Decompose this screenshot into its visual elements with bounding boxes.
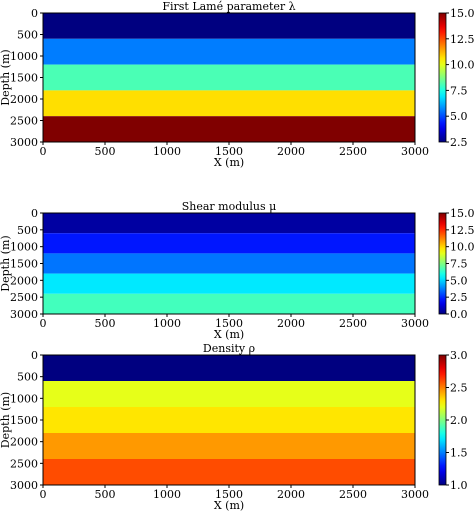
layer-band-5 — [43, 293, 415, 314]
chart-title: First Lamé parameter λ — [162, 0, 295, 13]
x-tick-label: 2500 — [339, 488, 367, 501]
colorbar-tick-label: 5.0 — [450, 274, 468, 287]
y-tick-label: 1500 — [10, 72, 38, 85]
x-tick-label: 2000 — [277, 145, 305, 158]
layer-band-3 — [43, 253, 415, 274]
colorbar-tick-label: 0.0 — [450, 308, 468, 321]
x-tick-label: 2000 — [277, 317, 305, 330]
y-tick-label: 1500 — [10, 414, 38, 427]
y-tick-label: 3000 — [10, 308, 38, 321]
y-tick-label: 2500 — [10, 115, 38, 128]
layer-band-1 — [43, 213, 415, 234]
y-tick-label: 3000 — [10, 479, 38, 492]
colorbar-tick-label: 5.0 — [450, 110, 468, 123]
y-tick-label: 1000 — [10, 241, 38, 254]
y-axis-label: Depth (m) — [0, 392, 12, 448]
layer-band-4 — [43, 273, 415, 294]
colorbar-tick-label: 10.0 — [450, 241, 474, 254]
colorbar-tick-label: 7.5 — [450, 258, 468, 271]
y-tick-label: 2000 — [10, 93, 38, 106]
x-tick-label: 0 — [40, 317, 47, 330]
y-tick-label: 3000 — [10, 136, 38, 149]
layer-band-5 — [43, 459, 415, 485]
y-tick-label: 0 — [31, 349, 38, 362]
x-tick-label: 3000 — [401, 488, 429, 501]
y-axis-label: Depth (m) — [0, 49, 12, 105]
y-tick-label: 1000 — [10, 50, 38, 63]
colorbar-tick-label: 2.5 — [450, 291, 468, 304]
y-tick-label: 2000 — [10, 436, 38, 449]
x-tick-label: 1000 — [153, 488, 181, 501]
x-tick-label: 500 — [95, 145, 116, 158]
x-axis-label: X (m) — [214, 328, 244, 341]
y-tick-label: 1500 — [10, 258, 38, 271]
x-tick-label: 2000 — [277, 488, 305, 501]
colorbar-tick-label: 2.5 — [450, 136, 468, 149]
layer-band-4 — [43, 433, 415, 459]
layer-band-3 — [43, 64, 415, 91]
layer-band-5 — [43, 116, 415, 142]
x-tick-label: 2500 — [339, 145, 367, 158]
x-tick-label: 1500 — [215, 317, 243, 330]
chart-panel-1: First Lamé parameter λ 0 500 1000 1500 2000 25… — [0, 0, 474, 169]
y-tick-label: 500 — [17, 371, 38, 384]
y-tick-label: 2500 — [10, 291, 38, 304]
layer-band-4 — [43, 90, 415, 117]
colorbar — [438, 212, 447, 315]
x-axis-label: X (m) — [214, 156, 244, 169]
colorbar-tick-label: 1.5 — [450, 447, 468, 460]
x-tick-label: 0 — [40, 145, 47, 158]
layer-band-2 — [43, 38, 415, 65]
x-tick-label: 1500 — [215, 145, 243, 158]
colorbar-tick-label: 15.0 — [450, 207, 474, 220]
layer-band-2 — [43, 381, 415, 407]
colorbar-tick-label: 10.0 — [450, 59, 474, 72]
colorbar-tick-label: 15.0 — [450, 7, 474, 20]
y-axis-label: Depth (m) — [0, 235, 12, 291]
layer-band-1 — [43, 355, 415, 381]
chart-title: Density ρ — [203, 342, 255, 355]
y-tick-label: 2500 — [10, 457, 38, 470]
x-tick-label: 500 — [95, 317, 116, 330]
layer-band-1 — [43, 13, 415, 39]
x-tick-label: 3000 — [401, 145, 429, 158]
y-tick-label: 0 — [31, 7, 38, 20]
x-axis-label: X (m) — [214, 499, 244, 512]
colorbar-tick-label: 7.5 — [450, 84, 468, 97]
colorbar-tick-label: 2.5 — [450, 382, 468, 395]
x-tick-label: 3000 — [401, 317, 429, 330]
chart-panel-3: Density ρ0 500 1000 1500 2000 2500 30000500100… — [0, 342, 468, 512]
colorbar — [438, 354, 447, 486]
y-tick-label: 500 — [17, 29, 38, 42]
colorbar-tick-label: 1.0 — [450, 479, 468, 492]
colorbar-tick-label: 12.5 — [450, 33, 474, 46]
y-tick-label: 1000 — [10, 392, 38, 405]
y-tick-label: 2000 — [10, 274, 38, 287]
x-tick-label: 1500 — [215, 488, 243, 501]
chart-title: Shear modulus μ — [182, 200, 277, 213]
x-tick-label: 0 — [40, 488, 47, 501]
layer-band-3 — [43, 407, 415, 433]
y-tick-label: 500 — [17, 224, 38, 237]
chart-panel-2: Shear modulus μ0 500 1000 1500 2000 2500 30000… — [0, 200, 474, 341]
x-tick-label: 2500 — [339, 317, 367, 330]
x-tick-label: 500 — [95, 488, 116, 501]
x-tick-label: 1000 — [153, 317, 181, 330]
layer-band-2 — [43, 233, 415, 254]
y-tick-label: 0 — [31, 207, 38, 220]
x-tick-label: 1000 — [153, 145, 181, 158]
colorbar-tick-label: 3.0 — [450, 349, 468, 362]
colorbar-tick-label: 12.5 — [450, 224, 474, 237]
colorbar-tick-label: 2.0 — [450, 414, 468, 427]
colorbar — [438, 12, 447, 143]
